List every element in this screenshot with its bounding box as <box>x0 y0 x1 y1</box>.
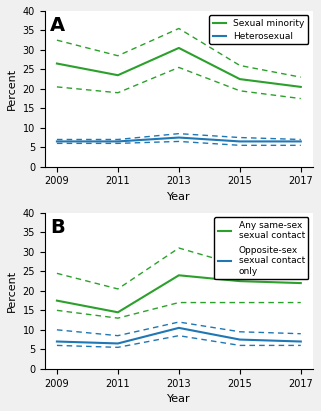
Text: A: A <box>50 16 65 35</box>
Y-axis label: Percent: Percent <box>7 270 17 312</box>
Text: B: B <box>50 218 65 237</box>
Legend: Any same-sex
sexual contact, Opposite-sex
sexual contact
only: Any same-sex sexual contact, Opposite-se… <box>214 217 308 279</box>
X-axis label: Year: Year <box>167 394 191 404</box>
X-axis label: Year: Year <box>167 192 191 202</box>
Y-axis label: Percent: Percent <box>7 68 17 110</box>
Legend: Sexual minority, Heterosexual: Sexual minority, Heterosexual <box>209 16 308 44</box>
